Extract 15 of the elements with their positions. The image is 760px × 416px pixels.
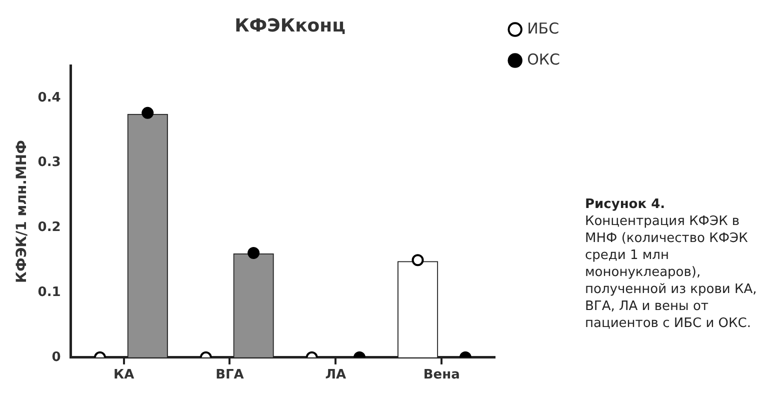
x-tick-label: ЛА <box>325 368 346 383</box>
legend-label: ИБС <box>527 19 560 38</box>
text: Рисунок 4. <box>585 196 666 213</box>
chart-title: КФЭКконц <box>234 15 346 36</box>
x-tick-label: КА <box>113 368 134 383</box>
y-tick-label: 0 <box>52 350 61 365</box>
y-axis-title: КФЭК/1 млн.МНФ <box>14 140 30 283</box>
y-tick-label: 0.2 <box>38 220 61 236</box>
y-tick-label: 0.3 <box>38 155 61 170</box>
text: Концентрация КФЭК в МНФ (количество КФЭК среди 1 млн мононуклеаров), полученной из крови КА, ВГА, ЛА и вены от пациентов с ИБС и ОКС. <box>585 213 758 332</box>
legend-label: ОКС <box>527 50 560 68</box>
y-tick-label: 0.1 <box>38 284 61 300</box>
x-tick-label: Вена <box>423 368 460 383</box>
x-tick-label: ВГА <box>216 368 244 383</box>
y-tick-label: 0.4 <box>38 90 61 106</box>
